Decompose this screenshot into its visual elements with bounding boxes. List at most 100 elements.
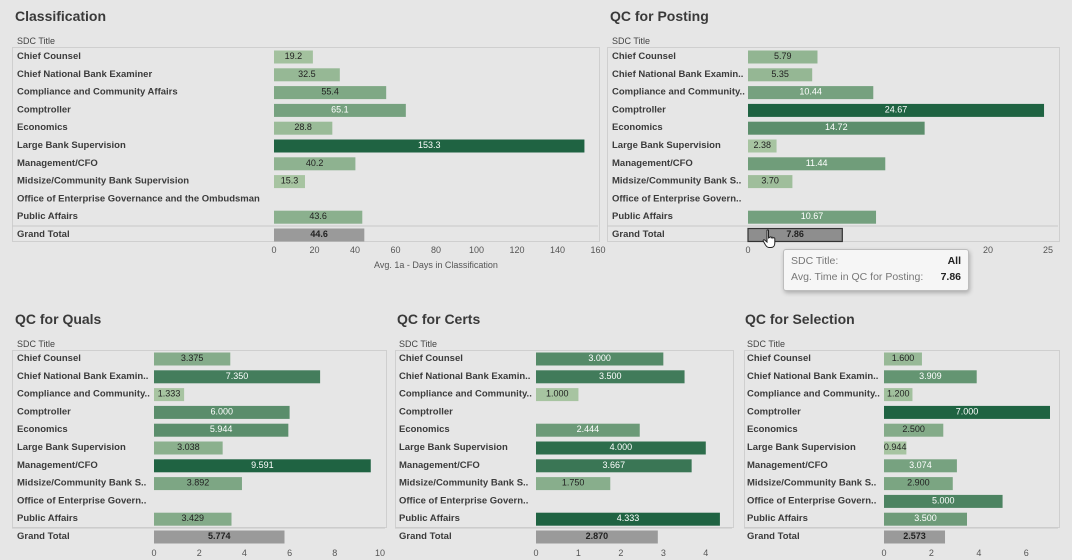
category-label[interactable]: Management/CFO: [612, 158, 693, 169]
grand-total-bar[interactable]: [154, 530, 285, 544]
bar[interactable]: [274, 175, 305, 189]
category-label[interactable]: Compliance and Community..: [747, 389, 880, 400]
category-label[interactable]: Chief National Bank Examiner: [17, 69, 152, 80]
category-label[interactable]: Comptroller: [17, 104, 71, 115]
bar[interactable]: [748, 103, 1045, 117]
bar[interactable]: [154, 388, 185, 402]
category-label[interactable]: Chief Counsel: [399, 353, 463, 364]
bar[interactable]: [748, 86, 874, 100]
bar[interactable]: [274, 157, 356, 171]
bar[interactable]: [536, 352, 664, 366]
bar[interactable]: [154, 405, 290, 419]
bar[interactable]: [274, 68, 340, 82]
bar[interactable]: [154, 459, 371, 473]
category-label[interactable]: Comptroller: [612, 104, 666, 115]
category-label[interactable]: Office of Enterprise Govern..: [747, 495, 876, 506]
category-label[interactable]: Compliance and Community..: [399, 389, 532, 400]
category-label[interactable]: Management/CFO: [17, 158, 98, 169]
bar[interactable]: [748, 50, 818, 64]
category-label[interactable]: Chief National Bank Examin..: [612, 69, 743, 80]
bar[interactable]: [884, 441, 907, 455]
category-label[interactable]: Midsize/Community Bank S..: [399, 478, 528, 489]
bar[interactable]: [884, 459, 957, 473]
category-label[interactable]: Chief National Bank Examin..: [399, 371, 530, 382]
category-label[interactable]: Public Affairs: [747, 513, 808, 524]
bar[interactable]: [536, 370, 685, 384]
category-label[interactable]: Comptroller: [17, 406, 71, 417]
grand-total-bar[interactable]: [884, 530, 946, 544]
bar[interactable]: [884, 388, 913, 402]
category-label[interactable]: Large Bank Supervision: [747, 442, 856, 453]
category-label[interactable]: Compliance and Community..: [612, 87, 745, 98]
category-label[interactable]: Midsize/Community Bank S..: [17, 478, 146, 489]
bar[interactable]: [536, 423, 640, 437]
category-label[interactable]: Chief National Bank Examin..: [17, 371, 148, 382]
bar[interactable]: [884, 512, 967, 526]
category-label[interactable]: Large Bank Supervision: [17, 140, 126, 151]
category-label[interactable]: Economics: [747, 424, 798, 435]
bar[interactable]: [154, 441, 223, 455]
bar[interactable]: [536, 441, 706, 455]
bar[interactable]: [274, 50, 313, 64]
category-label[interactable]: Public Affairs: [17, 211, 78, 222]
category-label[interactable]: Comptroller: [399, 406, 453, 417]
category-label[interactable]: Chief Counsel: [747, 353, 811, 364]
bar[interactable]: [748, 210, 877, 224]
category-label[interactable]: Chief Counsel: [612, 51, 676, 62]
category-label[interactable]: Management/CFO: [17, 460, 98, 471]
category-label[interactable]: Large Bank Supervision: [17, 442, 126, 453]
bar[interactable]: [154, 423, 289, 437]
axis-tick-label: 3: [661, 548, 666, 558]
bar[interactable]: [154, 512, 232, 526]
bar[interactable]: [748, 121, 925, 135]
grand-total-bar[interactable]: [536, 530, 658, 544]
category-label[interactable]: Office of Enterprise Govern..: [399, 495, 528, 506]
bar[interactable]: [884, 423, 944, 437]
category-label[interactable]: Comptroller: [747, 406, 801, 417]
category-label[interactable]: Chief Counsel: [17, 51, 81, 62]
bar[interactable]: [274, 210, 363, 224]
grand-total-bar[interactable]: [274, 228, 365, 242]
category-label[interactable]: Office of Enterprise Governance and the …: [17, 193, 260, 204]
category-label[interactable]: Chief Counsel: [17, 353, 81, 364]
category-label[interactable]: Management/CFO: [399, 460, 480, 471]
bar[interactable]: [748, 68, 813, 82]
bar[interactable]: [536, 388, 579, 402]
bar[interactable]: [884, 494, 1003, 508]
category-label[interactable]: Office of Enterprise Govern..: [612, 193, 741, 204]
category-label[interactable]: Compliance and Community..: [17, 389, 150, 400]
category-label[interactable]: Economics: [399, 424, 450, 435]
category-label[interactable]: Economics: [17, 122, 68, 133]
bar[interactable]: [748, 175, 793, 189]
category-label[interactable]: Public Affairs: [399, 513, 460, 524]
bar[interactable]: [536, 477, 611, 491]
bar[interactable]: [748, 157, 886, 171]
bar[interactable]: [274, 86, 387, 100]
category-label[interactable]: Midsize/Community Bank S..: [612, 176, 741, 187]
bar[interactable]: [274, 121, 333, 135]
category-label[interactable]: Chief National Bank Examin..: [747, 371, 878, 382]
bar[interactable]: [884, 352, 922, 366]
bar[interactable]: [154, 352, 231, 366]
category-label[interactable]: Management/CFO: [747, 460, 828, 471]
bar[interactable]: [274, 103, 406, 117]
bar[interactable]: [536, 459, 692, 473]
category-label[interactable]: Public Affairs: [17, 513, 78, 524]
bar[interactable]: [154, 477, 242, 491]
bar[interactable]: [884, 477, 953, 491]
bar[interactable]: [884, 370, 977, 384]
category-label[interactable]: Office of Enterprise Govern..: [17, 495, 146, 506]
bar[interactable]: [748, 139, 777, 153]
bar[interactable]: [274, 139, 585, 153]
category-label[interactable]: Economics: [17, 424, 68, 435]
bar[interactable]: [536, 512, 720, 526]
bar[interactable]: [884, 405, 1050, 419]
category-label[interactable]: Public Affairs: [612, 211, 673, 222]
category-label[interactable]: Midsize/Community Bank Supervision: [17, 176, 189, 187]
category-label[interactable]: Midsize/Community Bank S..: [747, 478, 876, 489]
category-label[interactable]: Economics: [612, 122, 663, 133]
bar[interactable]: [154, 370, 321, 384]
category-label[interactable]: Compliance and Community Affairs: [17, 87, 178, 98]
category-label[interactable]: Large Bank Supervision: [399, 442, 508, 453]
category-label[interactable]: Large Bank Supervision: [612, 140, 721, 151]
